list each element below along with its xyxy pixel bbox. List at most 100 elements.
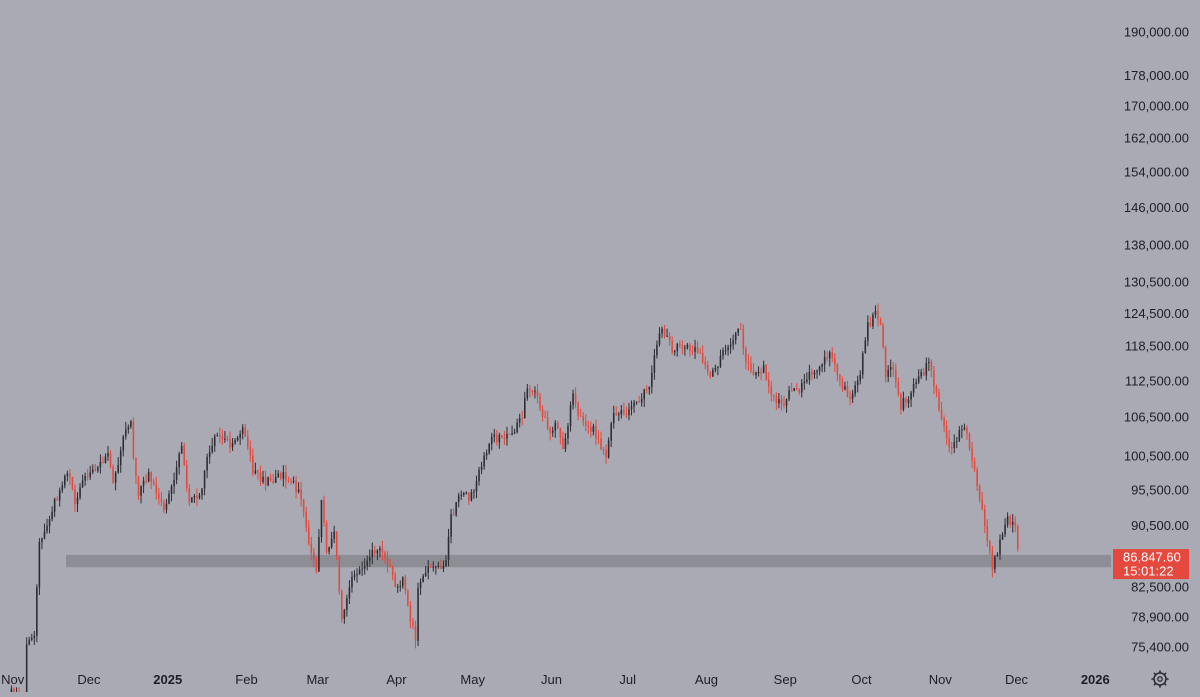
candle[interactable]: [717, 366, 719, 376]
candle[interactable]: [651, 365, 653, 394]
candle[interactable]: [938, 388, 940, 412]
candle[interactable]: [335, 531, 338, 561]
candle[interactable]: [506, 426, 508, 446]
candle[interactable]: [765, 364, 767, 381]
candle[interactable]: [577, 401, 579, 421]
candle[interactable]: [404, 574, 407, 595]
candle[interactable]: [645, 385, 648, 394]
candle[interactable]: [137, 475, 140, 501]
candle[interactable]: [432, 561, 435, 572]
candle[interactable]: [465, 491, 468, 495]
candle[interactable]: [282, 465, 285, 487]
candle[interactable]: [219, 427, 221, 444]
candle[interactable]: [872, 312, 874, 330]
candle[interactable]: [351, 571, 353, 593]
candle[interactable]: [574, 387, 577, 409]
candle[interactable]: [956, 436, 958, 449]
candle[interactable]: [668, 332, 671, 346]
time-axis[interactable]: Nov Dec 2025 Feb Mar Apr May Jun Jul Aug Sep Oct Nov…: [1, 672, 1110, 687]
candle[interactable]: [493, 428, 496, 443]
candle[interactable]: [696, 341, 699, 354]
candle[interactable]: [564, 433, 567, 453]
candle[interactable]: [272, 473, 274, 484]
candle[interactable]: [48, 515, 51, 534]
candle[interactable]: [739, 322, 742, 330]
candle[interactable]: [30, 633, 33, 642]
candle[interactable]: [752, 363, 755, 376]
candle[interactable]: [114, 471, 117, 491]
candle[interactable]: [277, 470, 280, 478]
candle[interactable]: [119, 446, 122, 473]
candle[interactable]: [13, 687, 15, 696]
candle[interactable]: [193, 493, 196, 503]
candle[interactable]: [912, 378, 915, 397]
candle[interactable]: [236, 435, 239, 442]
candle[interactable]: [732, 334, 734, 350]
candle[interactable]: [224, 431, 226, 443]
candle[interactable]: [25, 637, 28, 697]
candle[interactable]: [132, 417, 135, 460]
candle[interactable]: [1006, 512, 1009, 528]
candle[interactable]: [353, 570, 356, 581]
candle[interactable]: [864, 337, 867, 354]
candle[interactable]: [478, 466, 480, 486]
candle[interactable]: [140, 485, 142, 504]
candle[interactable]: [160, 492, 163, 507]
candle[interactable]: [605, 444, 607, 464]
candle[interactable]: [928, 357, 930, 371]
candle[interactable]: [97, 465, 99, 473]
candle[interactable]: [74, 484, 76, 513]
candle[interactable]: [757, 366, 760, 377]
candle[interactable]: [305, 507, 308, 533]
candle[interactable]: [849, 390, 851, 406]
candle[interactable]: [572, 389, 574, 410]
candle[interactable]: [501, 434, 503, 439]
candle[interactable]: [307, 520, 310, 546]
candle[interactable]: [264, 470, 267, 491]
candle[interactable]: [170, 484, 173, 502]
candle[interactable]: [155, 476, 158, 500]
candle[interactable]: [895, 363, 897, 389]
candle[interactable]: [328, 546, 330, 555]
candle[interactable]: [798, 388, 801, 396]
candle[interactable]: [313, 548, 315, 568]
candle[interactable]: [745, 346, 747, 370]
candle[interactable]: [320, 499, 323, 543]
candle[interactable]: [343, 608, 346, 624]
candle[interactable]: [981, 491, 983, 511]
candle[interactable]: [185, 459, 188, 492]
candle[interactable]: [338, 555, 341, 595]
candle[interactable]: [15, 687, 18, 695]
candle[interactable]: [806, 372, 808, 384]
candle[interactable]: [897, 377, 900, 397]
candle[interactable]: [602, 446, 605, 455]
candle[interactable]: [910, 390, 912, 407]
candle[interactable]: [1009, 514, 1011, 528]
candle[interactable]: [884, 345, 887, 383]
candle[interactable]: [213, 433, 216, 452]
candle[interactable]: [61, 481, 64, 494]
gear-icon[interactable]: [1151, 670, 1169, 688]
candle[interactable]: [104, 453, 107, 464]
candle[interactable]: [109, 449, 112, 469]
candle[interactable]: [826, 351, 828, 362]
candle[interactable]: [767, 372, 770, 394]
candle[interactable]: [318, 529, 320, 572]
candle[interactable]: [427, 560, 429, 580]
candle[interactable]: [935, 384, 938, 398]
candle[interactable]: [158, 487, 160, 505]
candle[interactable]: [361, 561, 363, 576]
candle[interactable]: [429, 563, 432, 568]
candle[interactable]: [216, 432, 219, 437]
candle[interactable]: [183, 442, 186, 467]
candle[interactable]: [900, 392, 902, 415]
candle[interactable]: [991, 545, 994, 578]
candle[interactable]: [607, 437, 610, 459]
candle[interactable]: [407, 588, 409, 607]
candle[interactable]: [534, 386, 536, 399]
candle[interactable]: [46, 518, 48, 534]
candle[interactable]: [523, 391, 526, 419]
candle[interactable]: [511, 425, 513, 436]
candle[interactable]: [445, 555, 447, 568]
candle[interactable]: [706, 360, 709, 376]
